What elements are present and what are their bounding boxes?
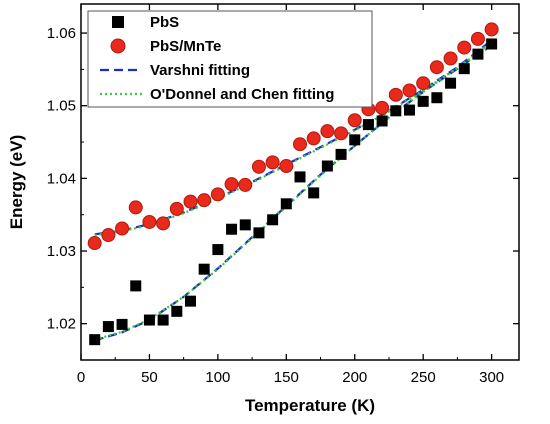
pbs-point — [198, 263, 210, 275]
pbs-mnte-point — [265, 155, 280, 170]
pbs-point — [253, 227, 265, 239]
pbs-point — [486, 38, 498, 50]
pbs-point — [143, 314, 155, 326]
legend: PbS PbS/MnTe Varshni fitting O'Donnel and C… — [87, 10, 373, 108]
x-tick-label: 150 — [274, 369, 299, 386]
pbs-mnte-point — [402, 83, 417, 98]
pbs-point — [308, 187, 320, 199]
pbs-point — [116, 318, 128, 330]
pbs-point — [362, 119, 374, 131]
pbs-mnte-point — [238, 177, 253, 192]
pbs-point — [294, 171, 306, 183]
pbs-point — [157, 314, 169, 326]
x-tick-label: 250 — [411, 369, 436, 386]
pbs-mnte-point — [320, 124, 335, 139]
pbs-mnte-point — [429, 60, 444, 75]
pbs-point — [185, 295, 196, 307]
pbs-point — [458, 63, 470, 75]
legend-circle-icon — [110, 38, 126, 54]
pbs-mnte-point — [484, 22, 499, 37]
x-tick-label: 100 — [205, 369, 230, 386]
pbs-point — [376, 115, 388, 127]
pbs-mnte-point — [251, 159, 266, 174]
x-tick-label: 0 — [77, 369, 85, 386]
pbs-mnte-point — [457, 40, 472, 55]
pbs-mnte-point — [279, 159, 294, 174]
pbs-point — [445, 77, 457, 89]
pbs-mnte-point — [101, 228, 116, 243]
pbs-point — [417, 95, 429, 107]
legend-label: Varshni fitting — [150, 62, 250, 79]
pbs-point — [239, 219, 251, 231]
pbs-mnte-point — [306, 131, 321, 146]
pbs-mnte-point — [142, 214, 157, 229]
pbs-mnte-point — [87, 236, 102, 251]
legend-label: O'Donnel and Chen fitting — [150, 86, 334, 103]
x-tick-label: 50 — [141, 369, 158, 386]
y-tick-label: 1.02 — [47, 316, 76, 333]
pbs-point — [321, 160, 333, 172]
pbs-mnte-point — [470, 31, 485, 46]
y-tick-label: 1.04 — [47, 170, 76, 187]
pbs-mnte-point — [375, 100, 390, 115]
y-axis-title: Energy (eV) — [7, 135, 26, 229]
pbs-mnte-point — [334, 126, 349, 141]
data-markers — [87, 22, 499, 346]
x-tick-label: 300 — [479, 369, 504, 386]
pbs-mnte-point — [210, 187, 225, 202]
pbs-mnte-point — [128, 200, 143, 215]
pbs-mnte-point — [115, 221, 130, 236]
pbs-mnte-point — [169, 201, 184, 216]
pbs-point — [102, 321, 114, 333]
legend-box — [87, 10, 373, 108]
pbs-mnte-point — [156, 216, 171, 231]
pbs-mnte-point — [443, 51, 458, 66]
pbs-point — [472, 48, 484, 60]
y-tick-label: 1.06 — [47, 25, 76, 42]
pbs-mnte-point — [416, 76, 431, 91]
pbs-mnte-point — [347, 113, 362, 128]
pbs-mnte-point — [183, 194, 198, 209]
legend-label: PbS/MnTe — [150, 38, 221, 55]
pbs-point — [267, 214, 279, 226]
x-tick-label: 200 — [342, 369, 367, 386]
pbs-point — [226, 223, 238, 235]
pbs-point — [130, 280, 142, 292]
axis-ticks: 0 50 100 150 200 250 300 1.02 1.03 1.04 1.05 1.06 — [47, 4, 519, 386]
pbs-point — [280, 198, 292, 210]
pbs-point — [390, 105, 402, 117]
y-tick-label: 1.05 — [47, 98, 76, 115]
pbs-point — [349, 134, 361, 146]
pbs-mnte-point — [293, 137, 307, 152]
x-axis-title: Temperature (K) — [245, 396, 375, 415]
pbs-point — [212, 244, 224, 256]
legend-label: PbS — [150, 14, 179, 31]
pbs-point — [431, 92, 443, 104]
legend-square-icon — [112, 16, 124, 28]
pbs-mnte-point — [388, 87, 403, 102]
pbs-point — [171, 305, 183, 317]
pbs-point — [89, 334, 101, 346]
pbs-mnte-point — [224, 177, 239, 192]
pbs-point — [404, 104, 415, 116]
y-tick-label: 1.03 — [47, 243, 76, 260]
plot-frame — [80, 3, 520, 361]
pbs-mnte-point — [197, 193, 212, 208]
pbs-point — [335, 148, 347, 160]
